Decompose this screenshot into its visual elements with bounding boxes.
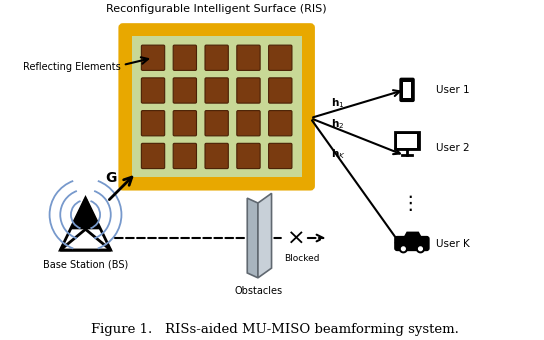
FancyBboxPatch shape: [141, 78, 165, 103]
FancyBboxPatch shape: [269, 78, 292, 103]
Polygon shape: [248, 198, 258, 278]
FancyBboxPatch shape: [205, 110, 228, 136]
FancyBboxPatch shape: [141, 143, 165, 169]
FancyBboxPatch shape: [132, 36, 302, 177]
Text: $\times$: $\times$: [286, 228, 303, 248]
Text: $\mathbf{h}_K$: $\mathbf{h}_K$: [331, 148, 345, 162]
FancyBboxPatch shape: [269, 45, 292, 70]
Polygon shape: [258, 193, 271, 278]
FancyBboxPatch shape: [173, 143, 196, 169]
FancyBboxPatch shape: [397, 134, 417, 148]
FancyBboxPatch shape: [120, 25, 313, 188]
Text: Base Station (BS): Base Station (BS): [43, 260, 128, 270]
Polygon shape: [404, 233, 422, 239]
FancyBboxPatch shape: [237, 45, 260, 70]
Text: User 2: User 2: [436, 143, 470, 153]
Text: Reflecting Elements: Reflecting Elements: [23, 63, 120, 72]
FancyBboxPatch shape: [395, 237, 429, 250]
FancyBboxPatch shape: [205, 143, 228, 169]
FancyBboxPatch shape: [205, 78, 228, 103]
Text: $\mathbf{h}_1$: $\mathbf{h}_1$: [331, 96, 345, 110]
Text: $\mathbf{h}_2$: $\mathbf{h}_2$: [331, 117, 345, 131]
Circle shape: [418, 247, 422, 251]
FancyBboxPatch shape: [173, 78, 196, 103]
Text: Figure 1.   RISs-aided MU-MISO beamforming system.: Figure 1. RISs-aided MU-MISO beamforming…: [91, 323, 459, 336]
FancyBboxPatch shape: [141, 110, 165, 136]
FancyBboxPatch shape: [395, 132, 419, 149]
FancyBboxPatch shape: [205, 45, 228, 70]
Text: Reconfigurable Intelligent Surface (RIS): Reconfigurable Intelligent Surface (RIS): [106, 4, 327, 14]
Circle shape: [417, 245, 424, 253]
FancyBboxPatch shape: [237, 78, 260, 103]
FancyBboxPatch shape: [269, 110, 292, 136]
FancyBboxPatch shape: [173, 45, 196, 70]
Circle shape: [399, 245, 407, 253]
FancyBboxPatch shape: [400, 79, 414, 101]
Text: $\mathbf{G}$: $\mathbf{G}$: [105, 171, 117, 185]
FancyBboxPatch shape: [237, 143, 260, 169]
Text: $\vdots$: $\vdots$: [400, 193, 412, 213]
Text: Blocked: Blocked: [284, 254, 319, 262]
Text: Obstacles: Obstacles: [235, 286, 283, 295]
FancyBboxPatch shape: [141, 45, 165, 70]
FancyBboxPatch shape: [237, 110, 260, 136]
Circle shape: [401, 247, 405, 251]
Text: User K: User K: [436, 239, 470, 249]
Text: User 1: User 1: [436, 85, 470, 95]
FancyBboxPatch shape: [173, 110, 196, 136]
Polygon shape: [72, 198, 99, 228]
FancyBboxPatch shape: [269, 143, 292, 169]
FancyBboxPatch shape: [403, 82, 411, 98]
